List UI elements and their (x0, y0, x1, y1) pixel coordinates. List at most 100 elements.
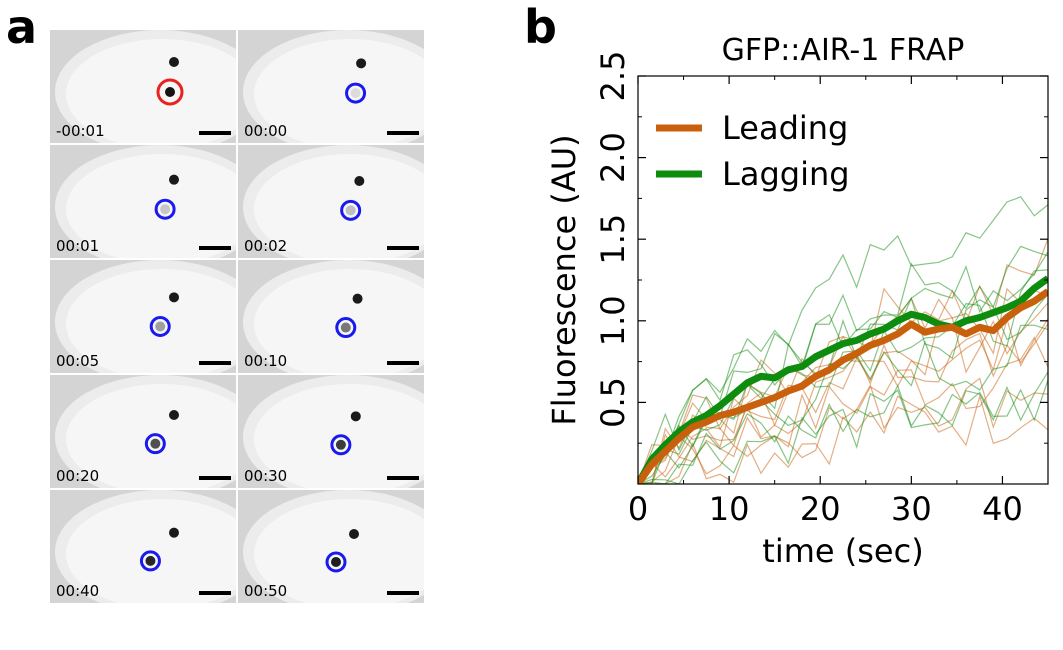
series-line-leading (638, 288, 1048, 484)
individual-trace-lagging (638, 371, 1048, 484)
individual-trace-lagging (638, 269, 1048, 484)
timestamp-label: -00:01 (56, 122, 105, 140)
embryo-interior (254, 39, 424, 143)
centrosome-upper (169, 527, 179, 538)
micrograph-image (243, 145, 424, 258)
series-line-lagging (638, 275, 1048, 484)
centrosome-bleached (155, 321, 166, 332)
y-tick-label: 1.5 (594, 214, 632, 265)
centrosome-bleached (331, 557, 341, 567)
blue-circle-marker (330, 434, 352, 456)
micrograph-image (55, 145, 236, 258)
centrosome-upper (169, 57, 179, 67)
centrosome-bleached (145, 555, 156, 566)
centrosome-bleached (350, 88, 361, 99)
micrograph-image (243, 375, 424, 488)
micrograph-frame: 00:10 (238, 260, 424, 373)
micrograph-image (55, 490, 236, 603)
scale-bar (387, 246, 419, 250)
embryo-interior (66, 39, 236, 143)
centrosome-upper (169, 174, 179, 185)
embryo-interior (66, 154, 236, 258)
y-tick-label: 1.0 (594, 295, 632, 346)
x-tick-label: 40 (982, 490, 1023, 528)
legend-label-leading: Leading (722, 109, 848, 147)
micrograph-frame: 00:20 (50, 375, 236, 488)
micrograph-image (55, 260, 236, 373)
centrosome-bleached (160, 204, 171, 215)
x-tick-label: 20 (800, 490, 841, 528)
scale-bar (387, 476, 419, 480)
centrosome-upper (169, 410, 179, 420)
timestamp-label: 00:40 (56, 582, 100, 600)
chart-title: GFP::AIR-1 FRAP (722, 33, 965, 68)
embryo-interior (254, 154, 424, 258)
individual-trace-lagging (638, 379, 1048, 484)
x-tick-label: 30 (891, 490, 932, 528)
timestamp-label: 00:05 (56, 352, 100, 370)
centrosome-bleached (345, 205, 356, 216)
centrosome-upper (356, 58, 367, 69)
centrosome-bleached (340, 322, 351, 333)
scale-bar (199, 591, 231, 595)
scale-bar (199, 131, 231, 135)
micrograph-image (55, 375, 236, 488)
individual-trace-leading (638, 336, 1048, 484)
y-tick-label: 2.5 (594, 51, 632, 102)
y-tick-label: 2.0 (594, 132, 632, 183)
centrosome-upper (352, 293, 363, 304)
individual-trace-lagging (638, 196, 1048, 484)
micrograph-image (55, 30, 236, 143)
blue-circle-marker (144, 433, 166, 455)
centrosome-bleached (165, 87, 175, 97)
centrosome-upper (169, 292, 179, 303)
micrograph-frame: 00:40 (50, 490, 236, 603)
micrograph-image (243, 490, 424, 603)
micrograph-image (243, 30, 424, 143)
red-circle-marker (156, 78, 184, 106)
x-axis-label: time (sec) (762, 532, 923, 570)
individual-trace-leading (638, 394, 1048, 484)
micrograph-frame: -00:01 (50, 30, 236, 143)
x-tick-label: 0 (628, 490, 648, 528)
scale-bar (199, 361, 231, 365)
y-axis-label: Fluorescence (AU) (545, 134, 583, 425)
micrograph-frame: 00:05 (50, 260, 236, 373)
micrograph-frame: 00:50 (238, 490, 424, 603)
blue-circle-marker (325, 551, 347, 573)
micrograph-image (243, 260, 424, 373)
timestamp-label: 00:02 (244, 237, 288, 255)
panel-label-b: b (524, 0, 557, 54)
panel-label-a: a (6, 0, 38, 54)
scale-bar (387, 131, 419, 135)
micrograph-frame: 00:01 (50, 145, 236, 258)
micrograph-grid: -00:01 00:00 00:01 00:02 00:05 00:10 00:20 00:3… (50, 30, 424, 605)
scale-bar (387, 361, 419, 365)
embryo-interior (66, 269, 236, 373)
centrosome-bleached (150, 438, 161, 449)
legend-label-lagging: Lagging (722, 155, 850, 193)
embryo-interior (254, 499, 424, 603)
blue-circle-marker (154, 198, 176, 220)
scale-bar (199, 246, 231, 250)
scale-bar (387, 591, 419, 595)
timestamp-label: 00:00 (244, 122, 288, 140)
blue-circle-marker (139, 550, 161, 572)
centrosome-upper (349, 529, 359, 539)
timestamp-label: 00:20 (56, 467, 100, 485)
y-tick-label: 0.5 (594, 377, 632, 428)
timestamp-label: 00:50 (244, 582, 288, 600)
blue-circle-marker (340, 199, 362, 221)
individual-trace-leading (638, 377, 1048, 484)
micrograph-frame: 00:30 (238, 375, 424, 488)
micrograph-frame: 00:00 (238, 30, 424, 143)
timestamp-label: 00:01 (56, 237, 100, 255)
centrosome-upper (350, 411, 361, 422)
individual-trace-leading (638, 323, 1048, 484)
centrosome-upper (354, 176, 365, 186)
blue-circle-marker (345, 82, 367, 104)
x-tick-label: 10 (709, 490, 750, 528)
individual-trace-leading (638, 302, 1048, 484)
timestamp-label: 00:30 (244, 467, 288, 485)
